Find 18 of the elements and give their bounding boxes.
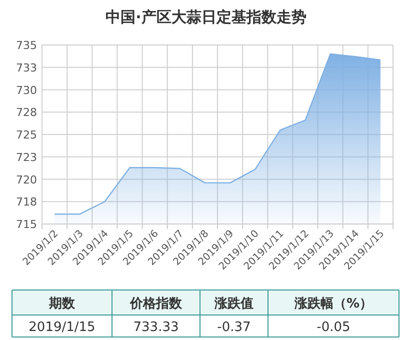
- text: 期数: [48, 296, 76, 312]
- y-tick-label: 725: [16, 128, 37, 142]
- y-tick-label: 728: [16, 106, 37, 120]
- y-tick-label: 733: [16, 61, 37, 74]
- text: -0.37: [217, 320, 251, 335]
- text: 价格指数: [129, 296, 183, 312]
- text: 涨跌值: [214, 296, 254, 312]
- text: 733.33: [133, 320, 179, 335]
- y-tick-label: 723: [16, 150, 37, 164]
- text: 涨跌幅（%）: [293, 296, 373, 312]
- text: 2019/1/15: [28, 320, 96, 335]
- y-tick-label: 718: [16, 196, 37, 209]
- y-tick-label: 715: [16, 218, 37, 231]
- y-tick-label: 735: [16, 39, 37, 52]
- y-tick-label: 730: [16, 84, 37, 97]
- text: -0.05: [316, 320, 350, 335]
- chart-title: 中国·产区大蒜日定基指数走势: [106, 8, 306, 26]
- y-tick-label: 720: [16, 173, 37, 186]
